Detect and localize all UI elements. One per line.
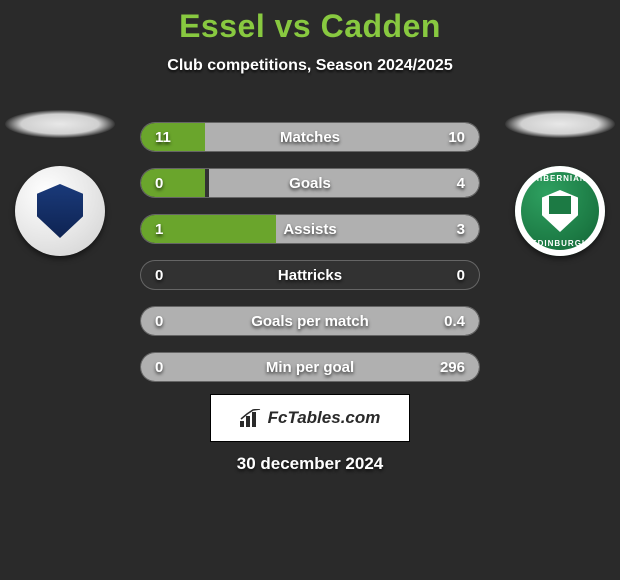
- stat-row: 13Assists: [140, 214, 480, 244]
- club-crest-right: HIBERNIAN EDINBURGH: [515, 166, 605, 256]
- crest-inner-icon: [549, 196, 571, 214]
- right-badge-area: HIBERNIAN EDINBURGH: [500, 110, 620, 256]
- stat-label: Hattricks: [141, 261, 479, 290]
- source-label: FcTables.com: [268, 408, 381, 428]
- page-title: Essel vs Cadden: [0, 8, 620, 45]
- source-box: FcTables.com: [210, 394, 410, 442]
- stat-row: 00Hattricks: [140, 260, 480, 290]
- stat-label: Goals: [141, 169, 479, 198]
- fctables-icon: [240, 409, 262, 427]
- stat-row: 0296Min per goal: [140, 352, 480, 382]
- club-crest-left: [15, 166, 105, 256]
- left-badge-area: [0, 110, 120, 256]
- stat-label: Min per goal: [141, 353, 479, 382]
- stat-label: Assists: [141, 215, 479, 244]
- player2-name: Cadden: [321, 8, 441, 44]
- stat-label: Matches: [141, 123, 479, 152]
- subtitle: Club competitions, Season 2024/2025: [0, 57, 620, 75]
- stats-bars: 1110Matches 04Goals 13Assists 00Hattricks 00…: [140, 122, 480, 398]
- stat-label: Goals per match: [141, 307, 479, 336]
- crest-ring-text-top: HIBERNIAN: [533, 174, 586, 183]
- crest-ring-text-bottom: EDINBURGH: [531, 239, 588, 248]
- date-label: 30 december 2024: [0, 454, 620, 474]
- player-silhouette-right: [505, 110, 615, 138]
- stat-row: 00.4Goals per match: [140, 306, 480, 336]
- player1-name: Essel: [179, 8, 265, 44]
- player-silhouette-left: [5, 110, 115, 138]
- vs-separator: vs: [275, 8, 312, 44]
- stat-row: 04Goals: [140, 168, 480, 198]
- header: Essel vs Cadden Club competitions, Seaso…: [0, 0, 620, 75]
- stat-row: 1110Matches: [140, 122, 480, 152]
